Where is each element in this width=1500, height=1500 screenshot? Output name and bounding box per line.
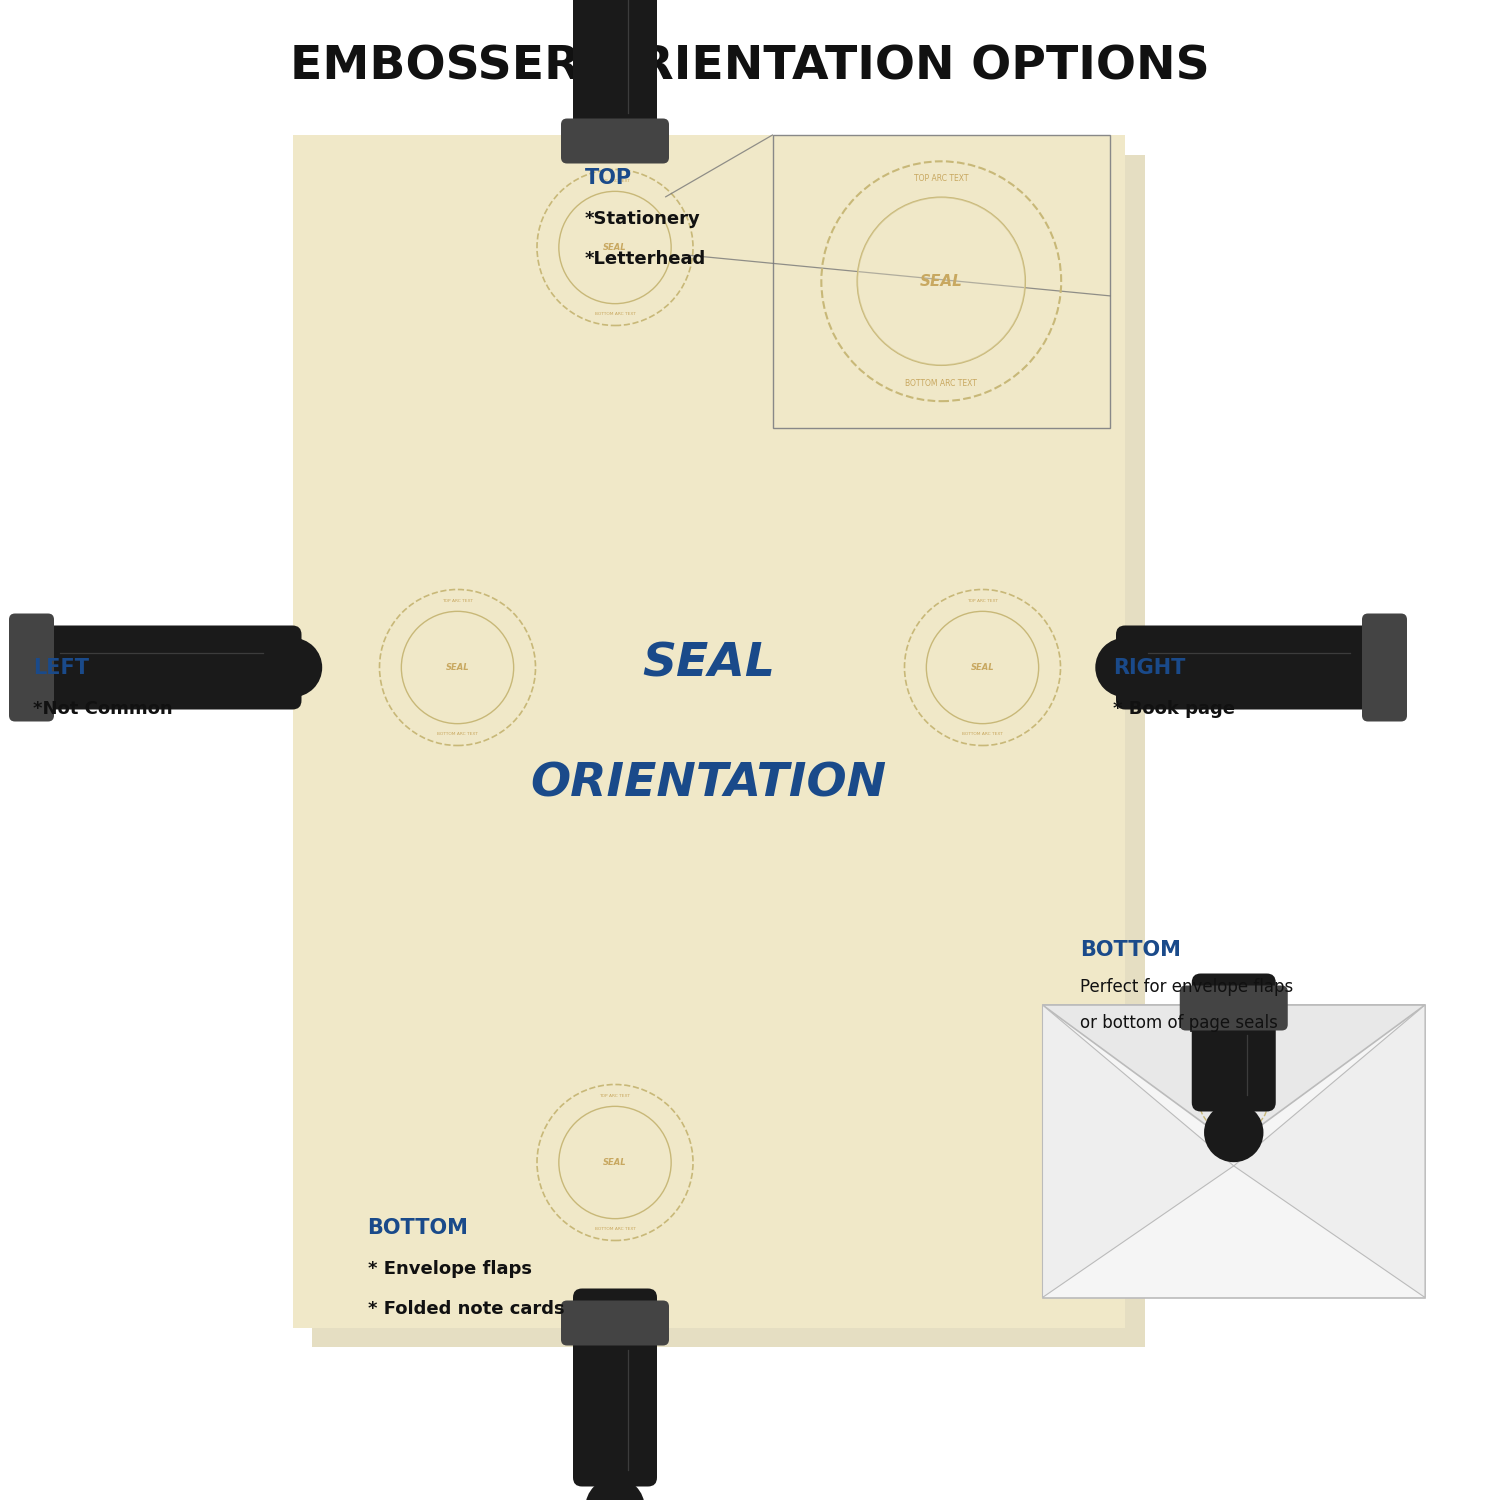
Text: *Stationery: *Stationery (585, 210, 700, 228)
Text: SEAL: SEAL (970, 663, 994, 672)
Text: RIGHT: RIGHT (1113, 658, 1185, 678)
FancyBboxPatch shape (772, 135, 1110, 427)
Text: EMBOSSER ORIENTATION OPTIONS: EMBOSSER ORIENTATION OPTIONS (290, 45, 1210, 90)
Polygon shape (1042, 1005, 1233, 1298)
Polygon shape (1042, 1005, 1425, 1146)
FancyBboxPatch shape (573, 1288, 657, 1486)
Text: SEAL: SEAL (603, 1158, 627, 1167)
Text: TOP ARC TEXT: TOP ARC TEXT (914, 174, 969, 183)
Text: *Letterhead: *Letterhead (585, 251, 706, 268)
Text: SEAL: SEAL (1226, 1096, 1242, 1101)
Text: TOP ARC TEXT: TOP ARC TEXT (600, 178, 630, 183)
FancyBboxPatch shape (1191, 974, 1275, 1112)
Text: SEAL: SEAL (642, 642, 776, 686)
Text: TOP ARC TEXT: TOP ARC TEXT (600, 1094, 630, 1098)
Text: LEFT: LEFT (33, 658, 88, 678)
FancyBboxPatch shape (312, 154, 1144, 1347)
FancyBboxPatch shape (1362, 614, 1407, 722)
Text: BOTTOM: BOTTOM (368, 1218, 468, 1237)
Polygon shape (1233, 1005, 1425, 1298)
Text: or bottom of page seals: or bottom of page seals (1080, 1014, 1278, 1032)
Text: BOTTOM ARC TEXT: BOTTOM ARC TEXT (594, 312, 636, 316)
Text: BOTTOM: BOTTOM (1080, 940, 1180, 960)
Text: * Book page: * Book page (1113, 700, 1234, 718)
Text: BOTTOM ARC TEXT: BOTTOM ARC TEXT (906, 380, 976, 388)
Circle shape (560, 1107, 670, 1218)
Circle shape (927, 612, 1038, 723)
Text: SEAL: SEAL (920, 273, 963, 288)
Text: TOP ARC TEXT: TOP ARC TEXT (968, 598, 998, 603)
Text: TOP: TOP (585, 168, 632, 188)
Circle shape (585, 1478, 645, 1500)
FancyBboxPatch shape (28, 626, 302, 710)
Circle shape (262, 638, 322, 698)
Text: BOTTOM ARC TEXT: BOTTOM ARC TEXT (962, 732, 1004, 736)
Text: SEAL: SEAL (603, 243, 627, 252)
Text: * Envelope flaps: * Envelope flaps (368, 1260, 531, 1278)
Circle shape (1095, 638, 1155, 698)
Circle shape (402, 612, 513, 723)
FancyBboxPatch shape (1116, 626, 1389, 710)
FancyBboxPatch shape (573, 0, 657, 144)
Circle shape (1204, 1102, 1263, 1162)
Text: TOP ARC TEXT: TOP ARC TEXT (442, 598, 472, 603)
FancyBboxPatch shape (1179, 986, 1287, 1030)
Text: BOTTOM ARC TEXT: BOTTOM ARC TEXT (594, 1227, 636, 1232)
FancyBboxPatch shape (561, 1300, 669, 1346)
Text: *Not Common: *Not Common (33, 700, 172, 718)
Text: Perfect for envelope flaps: Perfect for envelope flaps (1080, 978, 1293, 996)
Text: SEAL: SEAL (446, 663, 470, 672)
FancyBboxPatch shape (1042, 1005, 1425, 1298)
Circle shape (858, 198, 1024, 364)
Text: ORIENTATION: ORIENTATION (531, 762, 886, 807)
Circle shape (560, 192, 670, 303)
FancyBboxPatch shape (9, 614, 54, 722)
Text: BOTTOM ARC TEXT: BOTTOM ARC TEXT (436, 732, 478, 736)
FancyBboxPatch shape (292, 135, 1125, 1328)
Text: * Folded note cards: * Folded note cards (368, 1300, 564, 1318)
FancyBboxPatch shape (561, 118, 669, 164)
